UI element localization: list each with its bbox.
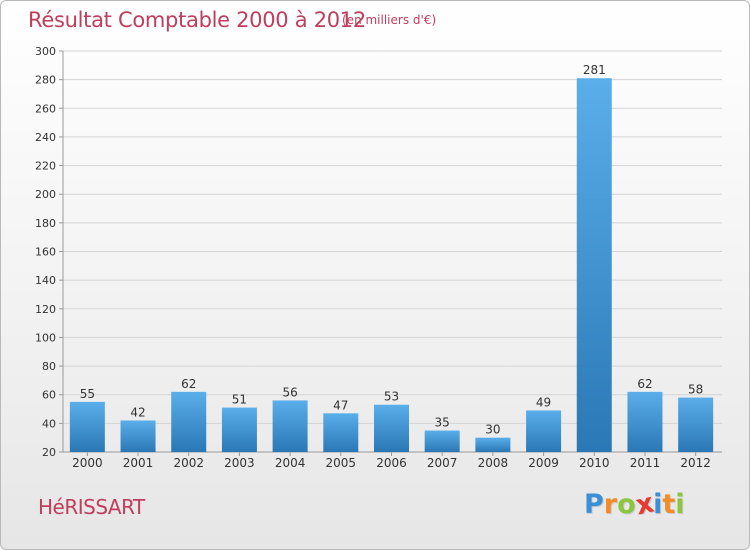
logo-letter: r (603, 489, 618, 520)
x-tick-label-2003: 2003 (224, 456, 255, 470)
y-tick-label: 260 (35, 102, 56, 115)
x-tick-label-2005: 2005 (326, 456, 357, 470)
y-tick-label: 20 (42, 446, 56, 459)
y-tick-label: 120 (35, 303, 56, 316)
data-label-2003: 51 (232, 393, 247, 407)
logo-letter: t (662, 489, 676, 520)
x-tick-label-2009: 2009 (528, 456, 559, 470)
data-label-2012: 58 (688, 383, 703, 397)
data-labels: 55 42 62 51 56 47 53 35 30 49 281 62 58 (80, 63, 704, 436)
bar-2011 (627, 391, 663, 452)
y-tick-label: 40 (42, 417, 56, 430)
bar-2008 (475, 437, 511, 452)
y-tick-label: 140 (35, 274, 56, 287)
x-tick-label-2007: 2007 (427, 456, 458, 470)
data-label-2000: 55 (80, 387, 95, 401)
y-tick-label: 180 (35, 217, 56, 230)
chart-subtitle: (en milliers d'€) (342, 13, 437, 27)
y-tick-label: 300 (35, 45, 56, 58)
bar-2001 (120, 420, 156, 452)
y-tick-label: 220 (35, 160, 56, 173)
x-tick-label-2010: 2010 (579, 456, 610, 470)
bar-2012 (678, 397, 714, 452)
data-label-2007: 35 (435, 416, 450, 430)
y-tick-label: 80 (42, 360, 56, 373)
y-tick-label: 100 (35, 331, 56, 344)
data-label-2008: 30 (485, 423, 500, 437)
x-tick-labels: 2000 2001 2002 2003 2004 2005 2006 2007 2008 2009… (72, 456, 711, 470)
logo-letter: i (653, 489, 663, 520)
x-tick-label-2001: 2001 (123, 456, 154, 470)
data-label-2001: 42 (130, 405, 145, 419)
data-label-2004: 56 (282, 385, 297, 399)
x-tick-label-2000: 2000 (72, 456, 103, 470)
x-tick-label-2006: 2006 (376, 456, 407, 470)
data-label-2002: 62 (181, 377, 196, 391)
y-tick-label: 240 (35, 131, 56, 144)
logo-letter: o (617, 489, 636, 520)
y-tick-label: 200 (35, 188, 56, 201)
logo-letter: P (584, 489, 604, 520)
bar-2004 (272, 400, 308, 452)
data-label-2011: 62 (637, 377, 652, 391)
x-tick-label-2008: 2008 (478, 456, 509, 470)
y-tick-label: 160 (35, 246, 56, 259)
data-label-2005: 47 (333, 398, 348, 412)
x-tick-label-2002: 2002 (173, 456, 204, 470)
x-tick-label-2012: 2012 (680, 456, 711, 470)
bars (69, 78, 714, 452)
x-tick-label-2011: 2011 (630, 456, 661, 470)
bar-2009 (526, 410, 562, 452)
bar-2010 (576, 78, 612, 452)
data-label-2009: 49 (536, 395, 551, 409)
data-label-2006: 53 (384, 390, 399, 404)
bar-2007 (424, 430, 460, 452)
bar-2000 (69, 401, 105, 452)
commune-name: HéRISSART (38, 495, 145, 519)
y-tick-label: 280 (35, 74, 56, 87)
bar-2003 (221, 407, 257, 452)
x-tick-label-2004: 2004 (275, 456, 306, 470)
y-tick-label: 60 (42, 389, 56, 402)
chart-title: Résultat Comptable 2000 à 2012 (28, 8, 366, 32)
proxiti-logo: Proxiti (584, 488, 685, 522)
logo-letter: i (675, 489, 685, 520)
bar-2002 (171, 391, 207, 452)
y-tick-labels: 20 40 60 80 100 120 140 160 180 200 220 240 260 280 30… (35, 45, 56, 459)
bar-2005 (323, 413, 359, 452)
bar-2006 (374, 404, 409, 452)
data-label-2010: 281 (583, 63, 606, 77)
